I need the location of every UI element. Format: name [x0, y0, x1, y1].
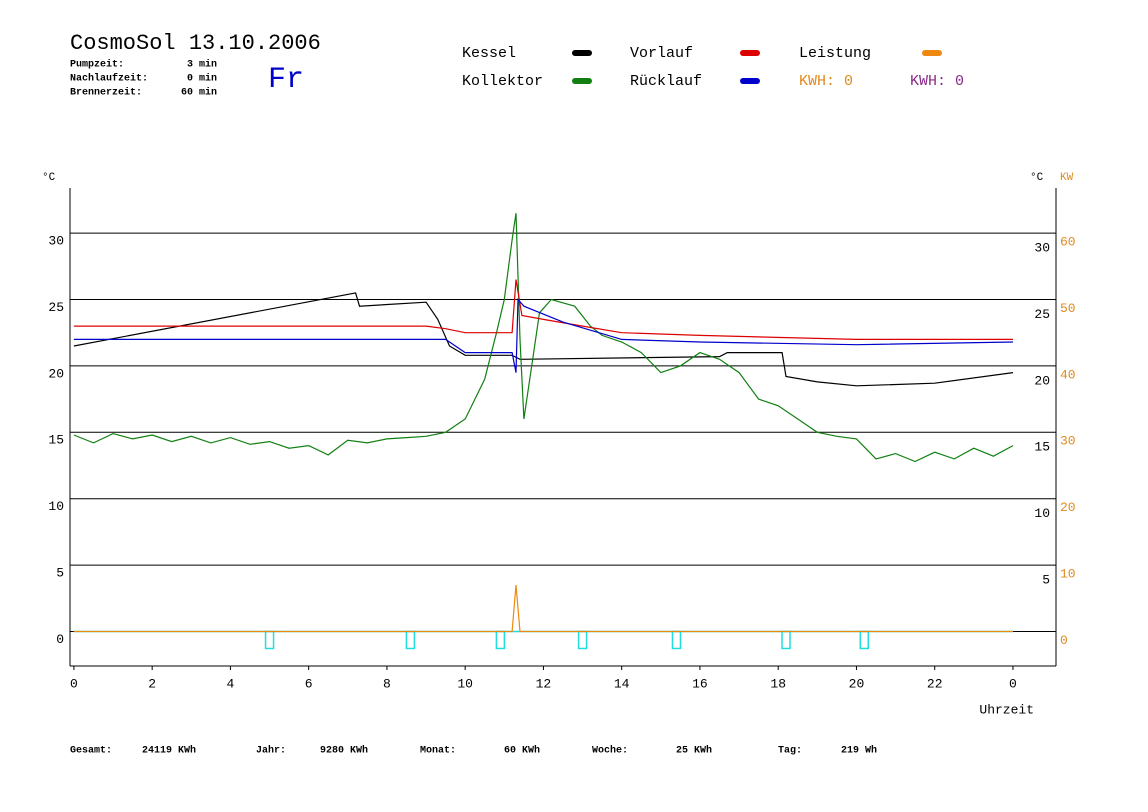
- info-label: Nachlaufzeit:: [70, 73, 148, 85]
- y2-tick-label: 30: [1060, 434, 1076, 449]
- pump-pulse: [671, 630, 682, 650]
- y-right-tick-label: 5: [1042, 573, 1050, 588]
- total-value: 25 KWh: [676, 745, 712, 757]
- y-unit-right: °C: [1030, 172, 1044, 184]
- info-value: 0 min: [187, 73, 217, 85]
- legend-label: Vorlauf: [630, 45, 693, 62]
- total-value: 60 KWh: [504, 745, 540, 757]
- pump-pulse: [781, 630, 791, 650]
- y2-tick-label: 20: [1060, 500, 1076, 515]
- y2-tick-label: 40: [1060, 367, 1076, 382]
- total-label: Woche:: [592, 745, 628, 757]
- y-tick-label: 10: [48, 499, 64, 514]
- y-right-tick-label: 20: [1034, 373, 1050, 388]
- x-tick-label: 4: [227, 676, 235, 691]
- y-right-tick-label: 25: [1034, 307, 1050, 322]
- total-label: Monat:: [420, 746, 456, 757]
- y2-tick-label: 10: [1060, 567, 1076, 582]
- total-value: 9280 KWh: [320, 745, 368, 757]
- pump-pulse: [405, 630, 416, 650]
- x-label: Uhrzeit: [979, 702, 1034, 717]
- y2-tick-label: 50: [1060, 301, 1076, 316]
- pump-pulse: [495, 630, 506, 650]
- y-right-tick-label: 15: [1034, 440, 1050, 455]
- series-line: [73, 297, 1014, 373]
- x-tick-label: 18: [770, 676, 786, 691]
- y2-unit: KW: [1060, 172, 1074, 184]
- total-label: Jahr:: [256, 745, 286, 757]
- total-value: 219 Wh: [841, 745, 877, 757]
- x-tick-label: 0: [70, 676, 78, 691]
- total-value: 24119 KWh: [142, 745, 196, 757]
- legend-label: Leistung: [799, 45, 871, 62]
- series-line: [73, 292, 1014, 387]
- y-tick-label: 20: [48, 366, 64, 381]
- info-label: Pumpzeit:: [70, 59, 124, 71]
- y-tick-label: 15: [48, 433, 64, 448]
- x-tick-label: 8: [383, 676, 391, 691]
- y-right-tick-label: 10: [1034, 506, 1050, 521]
- legend-label: Kessel: [462, 45, 516, 62]
- pump-pulse: [577, 630, 588, 650]
- x-tick-label: 16: [692, 676, 708, 691]
- y-unit: °C: [42, 172, 56, 184]
- y2-tick-label: 60: [1060, 235, 1076, 250]
- chart-title: CosmoSol 13.10.2006: [70, 31, 321, 56]
- series-line: [73, 279, 1013, 340]
- pump-pulse: [264, 630, 275, 650]
- total-label: Gesamt:: [70, 746, 112, 757]
- y-tick-label: 30: [48, 234, 64, 249]
- legend-label: Kollektor: [462, 73, 543, 90]
- x-tick-label: 0: [1009, 676, 1017, 691]
- info-value: 60 min: [181, 87, 217, 99]
- x-tick-label: 6: [305, 676, 313, 691]
- y-right-tick-label: 30: [1034, 241, 1050, 256]
- y2-tick-label: 0: [1060, 633, 1068, 648]
- total-label: Tag:: [778, 746, 802, 757]
- y-tick-label: 5: [56, 566, 64, 581]
- x-tick-label: 2: [148, 676, 156, 691]
- kwh-label: KWH: 0: [910, 73, 964, 90]
- x-tick-label: 12: [536, 676, 552, 691]
- x-tick-label: 22: [927, 676, 943, 691]
- weekday: Fr: [268, 63, 304, 97]
- pump-pulse: [859, 630, 870, 650]
- y-tick-label: 0: [56, 632, 64, 647]
- legend-label: Rücklauf: [630, 73, 702, 90]
- x-tick-label: 14: [614, 676, 630, 691]
- series-line: [73, 584, 1013, 633]
- x-tick-label: 20: [849, 676, 865, 691]
- info-label: Brennerzeit:: [70, 87, 142, 99]
- kwh-label: KWH: 0: [799, 73, 853, 90]
- y-tick-label: 25: [48, 300, 64, 315]
- info-value: 3 min: [187, 59, 217, 71]
- x-tick-label: 10: [457, 676, 473, 691]
- series-line: [73, 213, 1014, 463]
